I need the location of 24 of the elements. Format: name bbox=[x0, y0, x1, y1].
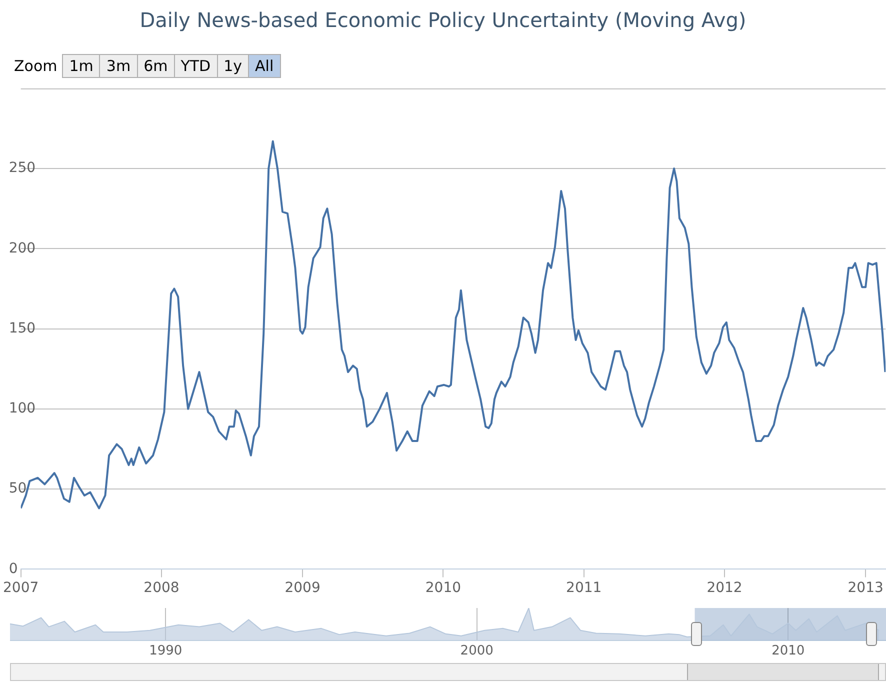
text: 1y bbox=[216, 54, 250, 78]
x-tick-label: 2007 bbox=[2, 580, 39, 596]
x-tick-label: 2011 bbox=[566, 580, 602, 596]
y-tick-label: 0 bbox=[8, 560, 18, 577]
text: All bbox=[248, 54, 281, 78]
x-tick-label: 2008 bbox=[144, 580, 180, 596]
x-tick-label: 2009 bbox=[284, 580, 320, 596]
x-tick-label: 2012 bbox=[706, 580, 742, 596]
y-tick-label: 250 bbox=[8, 160, 36, 176]
chart-title: Daily News-based Economic Policy Uncertainty (Moving Avg) bbox=[138, 8, 748, 32]
x-tick-label: 2010 bbox=[772, 644, 805, 659]
y-tick-label: 200 bbox=[8, 240, 36, 256]
x-tick-label: 2013 bbox=[848, 580, 884, 596]
text: 6m bbox=[136, 54, 175, 78]
text: Zoom bbox=[14, 57, 58, 75]
x-tick-label: 2010 bbox=[425, 580, 462, 596]
text: 1m bbox=[62, 54, 100, 78]
text: YTD bbox=[174, 54, 218, 78]
y-tick-label: 100 bbox=[8, 400, 36, 417]
x-tick-label: 1990 bbox=[149, 644, 182, 659]
x-tick-label: 2000 bbox=[460, 644, 494, 659]
text: 3m bbox=[99, 54, 138, 78]
y-tick-label: 50 bbox=[8, 480, 27, 497]
y-tick-label: 150 bbox=[8, 320, 36, 336]
